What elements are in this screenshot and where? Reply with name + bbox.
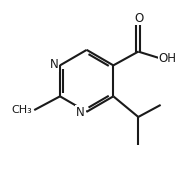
Text: CH₃: CH₃ [12,105,33,115]
Text: OH: OH [159,52,177,65]
Text: O: O [134,12,143,25]
Text: N: N [50,58,58,71]
Text: N: N [76,106,85,119]
